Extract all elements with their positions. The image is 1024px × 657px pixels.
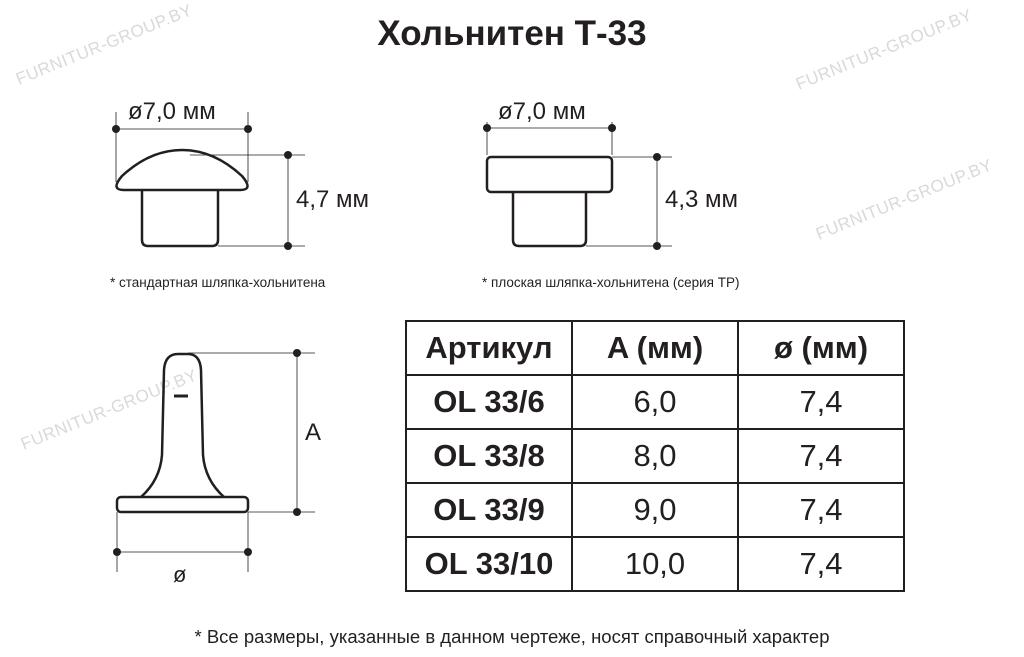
- cell-diameter: 7,4: [737, 374, 905, 430]
- table-header-row: Артикул A (мм) ø (мм): [405, 320, 905, 376]
- side-diameter-label: ø: [173, 562, 187, 587]
- cell-article: OL 33/8: [405, 428, 573, 484]
- cell-article: OL 33/10: [405, 536, 573, 592]
- standard-diameter-label: ø7,0 мм: [128, 98, 216, 125]
- cell-a: 9,0: [571, 482, 739, 538]
- cell-a: 10,0: [571, 536, 739, 592]
- table-row: OL 33/10 10,0 7,4: [405, 536, 905, 592]
- header-article: Артикул: [405, 320, 573, 376]
- flat-cap-rivet-drawing: [485, 122, 672, 248]
- standard-height-label: 4,7 мм: [296, 186, 370, 213]
- flat-caption: * плоская шляпка-хольнитена (серия ТР): [482, 275, 740, 290]
- table-row: OL 33/8 8,0 7,4: [405, 428, 905, 484]
- table-row: OL 33/6 6,0 7,4: [405, 374, 905, 430]
- standard-caption: * стандартная шляпка-хольнитена: [110, 275, 326, 290]
- page-title: Хольнитен Т-33: [377, 14, 647, 53]
- dimension-dots: [112, 124, 661, 556]
- cell-a: 8,0: [571, 428, 739, 484]
- cell-a: 6,0: [571, 374, 739, 430]
- rivet-side-drawing: [115, 352, 315, 572]
- cell-diameter: 7,4: [737, 428, 905, 484]
- flat-height-label: 4,3 мм: [665, 186, 739, 213]
- flat-diameter-label: ø7,0 мм: [498, 98, 586, 125]
- cell-diameter: 7,4: [737, 536, 905, 592]
- cell-article: OL 33/9: [405, 482, 573, 538]
- standard-cap-rivet-drawing: [115, 112, 305, 248]
- cell-diameter: 7,4: [737, 482, 905, 538]
- table-row: OL 33/9 9,0 7,4: [405, 482, 905, 538]
- side-height-label: A: [305, 419, 322, 446]
- cell-article: OL 33/6: [405, 374, 573, 430]
- specs-table: Артикул A (мм) ø (мм) OL 33/6 6,0 7,4 OL…: [405, 320, 905, 592]
- footer-note: * Все размеры, указанные в данном чертеж…: [194, 626, 830, 647]
- header-diameter: ø (мм): [737, 320, 905, 376]
- header-a: A (мм): [571, 320, 739, 376]
